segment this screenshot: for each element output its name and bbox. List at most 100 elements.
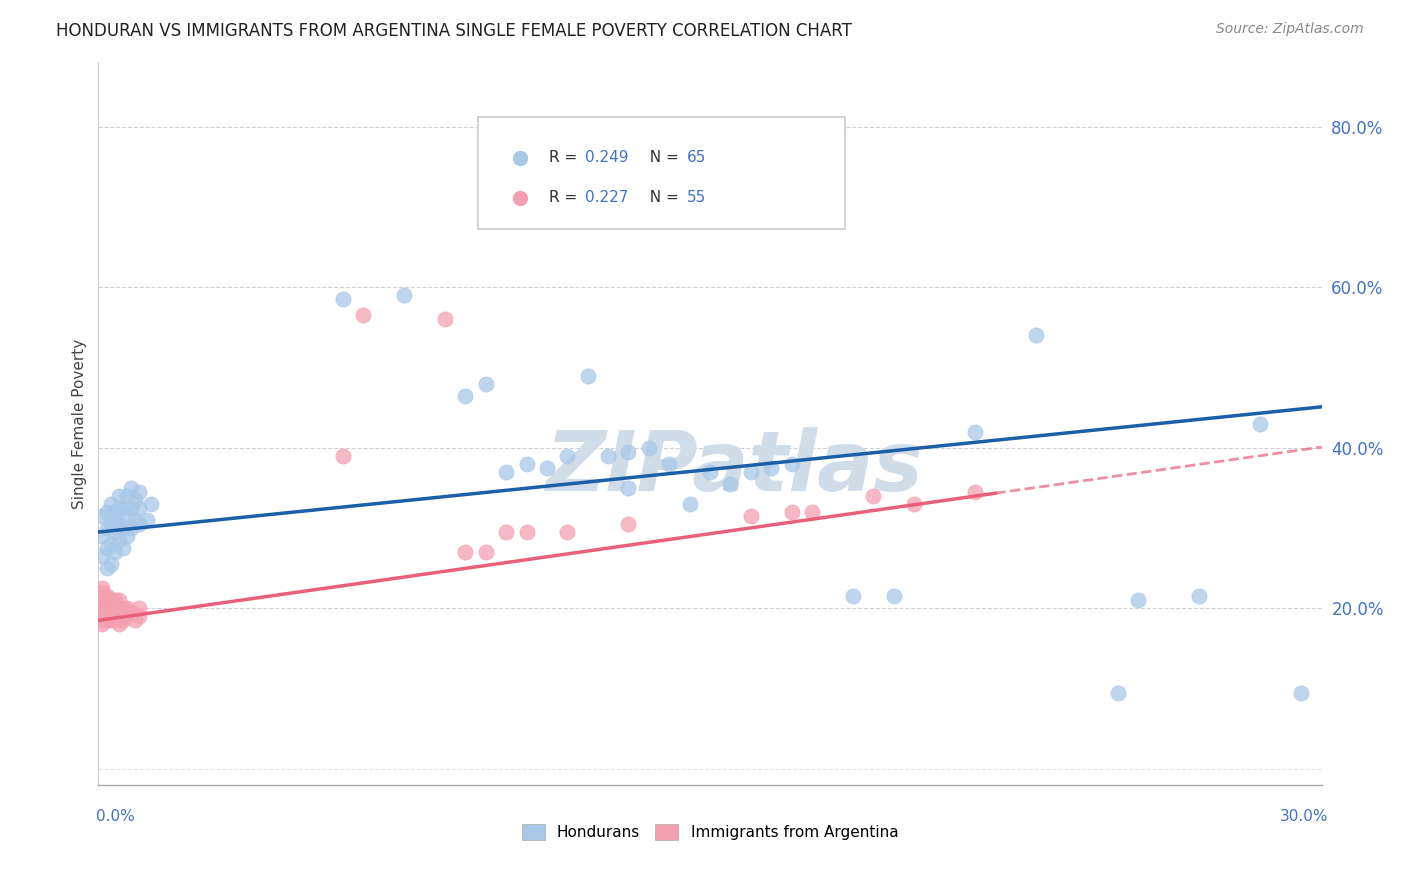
Point [104, 601, 127, 615]
Point [128, 601, 150, 615]
Point [111, 521, 134, 535]
Point [1249, 417, 1271, 431]
Point [352, 308, 374, 322]
Point [104, 524, 127, 539]
Point [100, 605, 122, 619]
Point [862, 489, 884, 503]
Point [617, 444, 640, 458]
Point [96, 605, 118, 619]
Point [104, 593, 127, 607]
Y-axis label: Single Female Poverty: Single Female Poverty [72, 339, 87, 508]
Point [91, 508, 114, 523]
Point [108, 500, 131, 515]
Point [100, 609, 122, 624]
Point [91, 601, 114, 615]
Point [96, 589, 118, 603]
Point [108, 593, 131, 607]
Point [454, 545, 477, 559]
Point [1291, 685, 1313, 699]
Text: 0.249: 0.249 [585, 151, 628, 165]
Point [495, 465, 517, 479]
Point [128, 500, 150, 515]
Point [96, 598, 118, 612]
Point [841, 589, 863, 603]
Point [100, 601, 122, 615]
Point [332, 292, 354, 306]
Text: 0.0%: 0.0% [96, 809, 135, 823]
Legend: Hondurans, Immigrants from Argentina: Hondurans, Immigrants from Argentina [516, 818, 904, 846]
Point [903, 497, 925, 511]
Point [332, 449, 354, 463]
Point [740, 465, 762, 479]
Point [115, 601, 138, 615]
Point [1128, 593, 1150, 607]
Point [108, 617, 131, 632]
Point [91, 589, 114, 603]
Text: N =: N = [640, 151, 683, 165]
Point [576, 368, 599, 383]
Point [100, 557, 122, 571]
Point [740, 508, 762, 523]
Point [96, 521, 118, 535]
Point [115, 609, 138, 624]
Point [637, 441, 661, 455]
Text: 65: 65 [686, 151, 706, 165]
Point [108, 605, 131, 619]
Point [536, 460, 558, 475]
Point [474, 545, 498, 559]
Point [780, 457, 803, 471]
Point [108, 533, 131, 547]
Point [555, 449, 579, 463]
Point [100, 593, 122, 607]
Text: 55: 55 [686, 190, 706, 205]
Point [96, 609, 118, 624]
Point [96, 593, 118, 607]
Point [91, 529, 114, 543]
Point [111, 601, 134, 615]
Point [115, 508, 138, 523]
Point [128, 484, 150, 499]
Point [617, 516, 640, 531]
Point [91, 617, 114, 632]
Point [96, 601, 118, 615]
Point [96, 505, 118, 519]
Point [115, 489, 138, 503]
Point [100, 516, 122, 531]
Point [718, 476, 742, 491]
FancyBboxPatch shape [478, 117, 845, 228]
Point [454, 388, 477, 402]
Point [780, 505, 803, 519]
Point [104, 545, 127, 559]
Point [434, 312, 457, 326]
Point [474, 376, 498, 391]
Point [679, 497, 702, 511]
Text: R =: R = [548, 190, 582, 205]
Point [91, 582, 114, 596]
Text: Source: ZipAtlas.com: Source: ZipAtlas.com [1216, 22, 1364, 37]
Text: N =: N = [640, 190, 683, 205]
Point [91, 614, 114, 628]
Point [91, 585, 114, 599]
Point [104, 605, 127, 619]
Text: HONDURAN VS IMMIGRANTS FROM ARGENTINA SINGLE FEMALE POVERTY CORRELATION CHART: HONDURAN VS IMMIGRANTS FROM ARGENTINA SI… [56, 22, 852, 40]
Point [495, 524, 517, 539]
Point [124, 492, 146, 507]
Point [108, 516, 131, 531]
Point [392, 288, 416, 302]
Point [555, 524, 579, 539]
Point [598, 449, 620, 463]
Point [124, 513, 146, 527]
Point [111, 500, 134, 515]
Point [699, 465, 721, 479]
Point [91, 609, 114, 624]
Point [965, 484, 987, 499]
Point [761, 460, 783, 475]
Point [111, 614, 134, 628]
Point [104, 516, 127, 531]
Point [801, 505, 824, 519]
Text: R =: R = [548, 151, 582, 165]
Point [100, 614, 122, 628]
Point [516, 457, 538, 471]
Point [1025, 328, 1047, 343]
Point [100, 497, 122, 511]
